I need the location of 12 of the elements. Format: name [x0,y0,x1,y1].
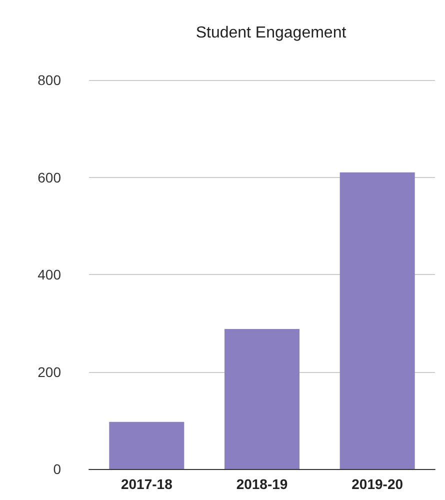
y-tick-label: 400 [38,266,62,282]
y-tick-label: 0 [53,461,62,477]
x-tick-label: 2017-18 [120,476,173,492]
bar [109,422,184,469]
x-tick-label: 2019-20 [352,476,404,492]
x-tick-label: 2018-19 [236,476,288,492]
bar [224,328,300,469]
y-tick-label: 600 [38,169,62,186]
y-tick-label: 800 [38,72,62,88]
chart-title: Student Engagement [196,24,347,42]
bar [340,172,415,469]
y-tick-label: 200 [38,364,62,380]
